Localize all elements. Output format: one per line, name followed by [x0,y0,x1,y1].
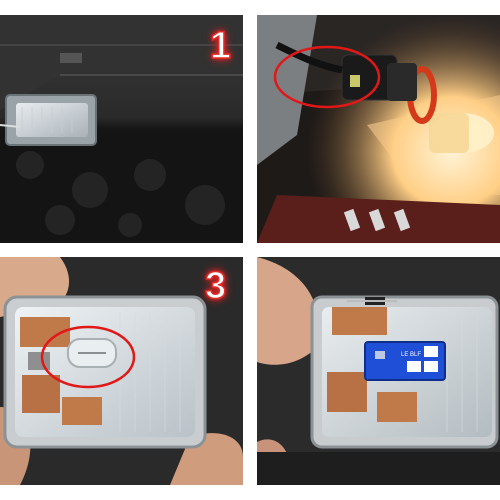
led-chip [424,361,438,372]
photo-panel-step-2 [257,15,500,243]
step-number-1: 1 [209,25,232,67]
photo-panel-step-1: 1 [0,15,243,243]
highlight-circle [40,325,136,389]
led-chip [407,361,421,372]
halogen-lamp-photo [0,257,243,485]
led-chip [424,346,438,357]
photo-panel-step-4: LE BLF [257,257,500,485]
bulb-connector-photo [257,15,500,243]
step-number-3: 3 [204,265,227,307]
led-board-label: LE BLF [401,352,421,358]
led-lamp-photo: LE BLF [257,257,500,485]
trunk-lamp-photo [0,15,243,243]
photo-panel-step-3: 3 [0,257,243,485]
highlight-circle [273,45,381,109]
